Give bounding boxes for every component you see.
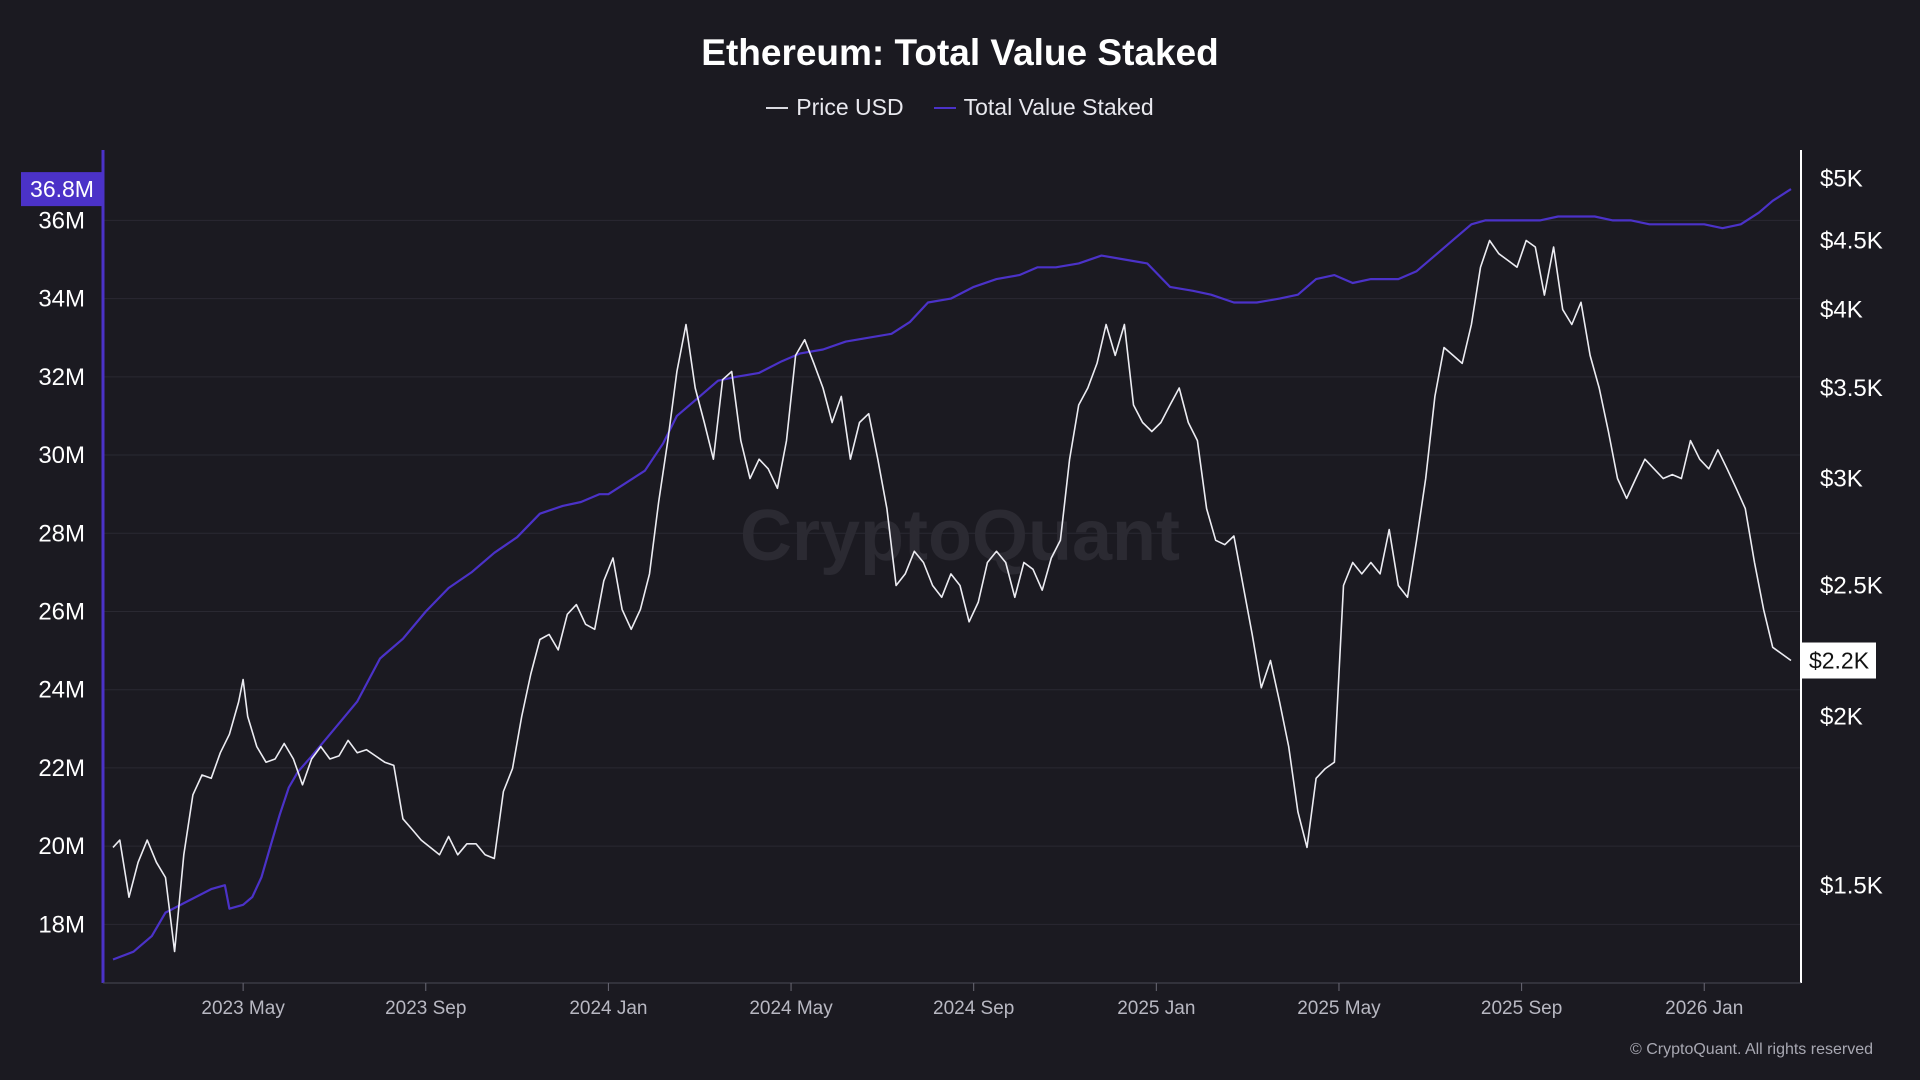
right-tick-label: $3K bbox=[1820, 465, 1863, 492]
watermark: CryptoQuant bbox=[740, 496, 1180, 576]
x-tick-label: 2024 Jan bbox=[569, 998, 647, 1019]
left-tick-label: 34M bbox=[38, 286, 85, 313]
right-axis-ticks: $1.5K $2K $2.5K $3K $3.5K $4K $4.5K $5K bbox=[1820, 166, 1883, 900]
left-tick-label: 30M bbox=[38, 442, 85, 469]
x-tick-label: 2024 May bbox=[749, 998, 833, 1019]
current-value-price-label: $2.2K bbox=[1809, 648, 1870, 674]
left-tick-label: 18M bbox=[38, 911, 85, 938]
right-tick-label: $2.5K bbox=[1820, 572, 1883, 599]
x-tick-label: 2025 Jan bbox=[1117, 998, 1195, 1019]
right-tick-label: $4.5K bbox=[1820, 227, 1883, 254]
left-tick-label: 28M bbox=[38, 520, 85, 547]
left-tick-label: 26M bbox=[38, 598, 85, 625]
x-tick-label: 2023 May bbox=[201, 998, 285, 1019]
right-tick-label: $3.5K bbox=[1820, 375, 1883, 402]
right-tick-label: $1.5K bbox=[1820, 872, 1883, 899]
chart-title: Ethereum: Total Value Staked bbox=[701, 32, 1219, 73]
left-tick-label: 32M bbox=[38, 364, 85, 391]
current-value-staked-label: 36.8M bbox=[30, 176, 94, 202]
current-value-badge-staked: 36.8M bbox=[21, 172, 103, 207]
left-tick-label: 22M bbox=[38, 755, 85, 782]
legend-item-price-usd[interactable]: Price USD bbox=[766, 94, 904, 121]
legend-label-price-usd: Price USD bbox=[796, 94, 904, 120]
series-line-total-value-staked bbox=[112, 188, 1792, 961]
x-tick-label: 2023 Sep bbox=[385, 998, 466, 1019]
x-axis-ticks: 2023 May 2023 Sep 2024 Jan 2024 May 2024 Sep… bbox=[201, 983, 1743, 1019]
legend-swatch-total-value-staked bbox=[933, 106, 956, 109]
x-tick-label: 2024 Sep bbox=[933, 998, 1014, 1019]
x-tick-label: 2025 May bbox=[1297, 998, 1381, 1019]
current-value-badge-price: $2.2K bbox=[1802, 642, 1876, 679]
right-tick-label: $5K bbox=[1820, 166, 1863, 193]
right-tick-label: $4K bbox=[1820, 297, 1863, 324]
left-tick-label: 20M bbox=[38, 833, 85, 860]
right-tick-label: $2K bbox=[1820, 703, 1863, 730]
copyright-text: © CryptoQuant. All rights reserved bbox=[1630, 1041, 1873, 1058]
legend-item-total-value-staked[interactable]: Total Value Staked bbox=[933, 94, 1154, 121]
legend: Price USD Total Value Staked bbox=[0, 94, 1920, 121]
left-tick-label: 24M bbox=[38, 677, 85, 704]
left-axis-ticks: 18M 20M 22M 24M 26M 28M 30M 32M 34M 36M bbox=[38, 207, 85, 938]
left-tick-label: 36M bbox=[38, 207, 85, 234]
legend-label-total-value-staked: Total Value Staked bbox=[963, 94, 1154, 120]
legend-swatch-price-usd bbox=[766, 106, 789, 109]
x-tick-label: 2025 Sep bbox=[1481, 998, 1562, 1019]
series-line-price-usd bbox=[112, 239, 1792, 953]
x-tick-label: 2026 Jan bbox=[1665, 998, 1743, 1019]
